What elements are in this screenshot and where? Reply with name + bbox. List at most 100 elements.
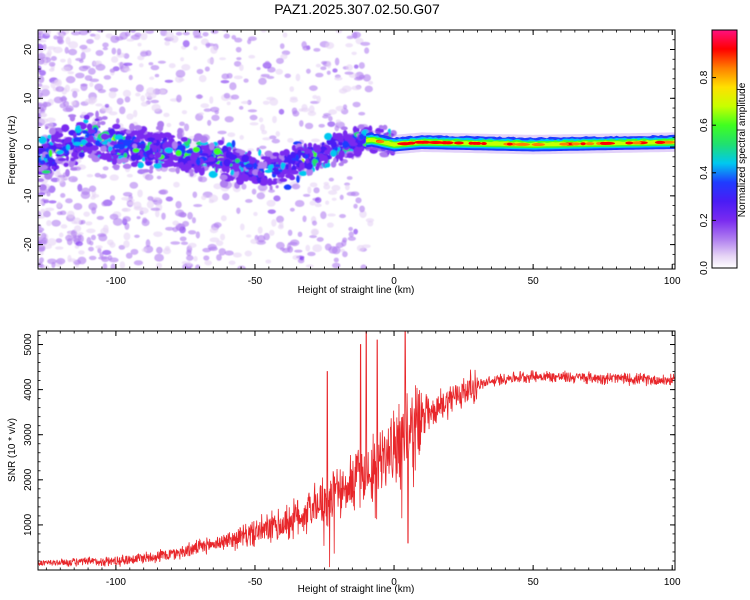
spectrogram-speckle [269,135,277,140]
spectrogram-speckle [245,198,253,203]
spectrogram-speckle [307,186,312,194]
spectrogram-speckle [119,261,126,269]
spectrogram-speckle [248,54,256,59]
spectrogram-speckle [314,197,322,204]
spectrogram-speckle [53,79,61,85]
spectrogram-blob [353,147,362,156]
spectrogram-speckle [157,60,166,64]
spectrogram-speckle [110,263,116,269]
spectrogram-blob [280,162,285,170]
spectrogram-speckle [50,81,56,89]
spectrogram-speckle [84,98,92,105]
spectrogram-speckle [109,174,119,181]
spectrogram-blob [142,135,146,139]
spectrogram-speckle [108,91,117,99]
spectrogram-speckle [161,212,166,220]
spectrogram-blob [45,153,50,158]
spectrogram-speckle [96,30,105,33]
spectrogram-speckle [172,220,179,226]
spectrogram-blob [83,114,90,120]
spectrogram-blob [114,134,124,140]
spectrogram-speckle [251,188,257,195]
spectrogram-speckle [249,114,258,121]
spectrogram-speckle [188,242,197,248]
spectrogram-speckle [307,110,317,117]
spectrogram-blob [177,127,183,136]
spectrogram-speckle [320,66,327,71]
spectrogram-speckle [205,43,215,47]
spectrogram-speckle [326,70,331,75]
spectrogram-speckle [133,260,144,266]
spectrogram-speckle [258,77,267,85]
spectrogram-speckle [67,71,75,75]
spectrogram-blob [187,160,196,165]
spectrogram-speckle [335,119,341,124]
spectrogram-speckle [46,46,56,50]
spectrogram-speckle [111,47,117,55]
spectrogram-speckle [70,229,78,238]
spectrogram-speckle [260,30,267,33]
spectrogram-speckle [101,256,110,263]
spectrogram-speckle [153,23,163,29]
spectrogram-speckle [89,240,94,246]
spectrogram-blob [352,126,358,134]
spectrogram-speckle [235,46,242,53]
spectrogram-blob [45,161,53,165]
spectrogram-speckle [328,177,334,182]
spectrogram-speckle [360,41,371,46]
spectrogram-blob [153,162,163,169]
spectrogram-speckle [250,238,258,244]
spectrogram-speckle [240,223,245,231]
spectrogram-speckle [75,72,85,79]
spectrogram-speckle [315,72,324,78]
colorbar-tick-label: 0.8 [699,70,710,84]
spectrogram-speckle [109,195,116,202]
spectrogram-speckle [165,226,174,231]
spectrogram-speckle [155,262,163,269]
spectrogram-speckle [41,85,50,90]
spectrogram-speckle [207,119,212,126]
spectrogram-speckle [38,43,44,51]
spectrogram-speckle [275,68,283,75]
snr-series-line [38,331,675,568]
tone-hotspot [427,140,443,144]
spectrogram-speckle [301,103,308,111]
spectrogram-blob [287,170,291,176]
spectrogram-speckle [146,87,156,96]
spectrogram-blob [148,168,154,174]
spectrogram-speckle [50,177,60,183]
spectrogram-speckle [209,227,219,234]
snr-y-ticks: 1000 2000 3000 4000 5000 [23,333,675,571]
spectrogram-blob [217,157,226,162]
spectrogram-blob [152,132,159,140]
spectrogram-speckle [60,192,66,198]
spectrogram-blob [95,110,99,119]
spectrogram-speckle [331,184,341,192]
spectrogram-blob [130,154,137,162]
spectrogram-speckle [77,256,87,265]
spectrogram-blob [207,156,216,162]
tone-hotspot [397,142,412,146]
spectrogram-speckle [79,44,88,50]
spectrogram-speckle [153,231,163,237]
spectrogram-speckle [367,220,374,227]
spectrogram-speckle [47,238,57,246]
spectrogram-speckle [118,244,126,250]
spectrogram-speckle [333,257,339,263]
spectrogram-speckle [224,250,234,256]
spectrogram-speckle [140,101,149,107]
spectrogram-speckle [210,46,218,54]
spectrogram-speckle [184,123,190,132]
spectrogram-speckle [140,32,148,41]
spectrogram-speckle [342,251,348,258]
tone-hotspot [631,141,642,145]
spectrogram-blob [139,143,146,150]
spectrogram-speckle [198,112,204,116]
spectrogram-speckle [287,138,294,143]
spectrogram-speckle [193,203,203,208]
spectrogram-speckle [318,123,325,128]
spectrogram-speckle [276,57,284,64]
spectrogram-blob [201,166,205,175]
spectrogram-blob [122,163,132,169]
spectrogram-speckle [334,57,340,66]
